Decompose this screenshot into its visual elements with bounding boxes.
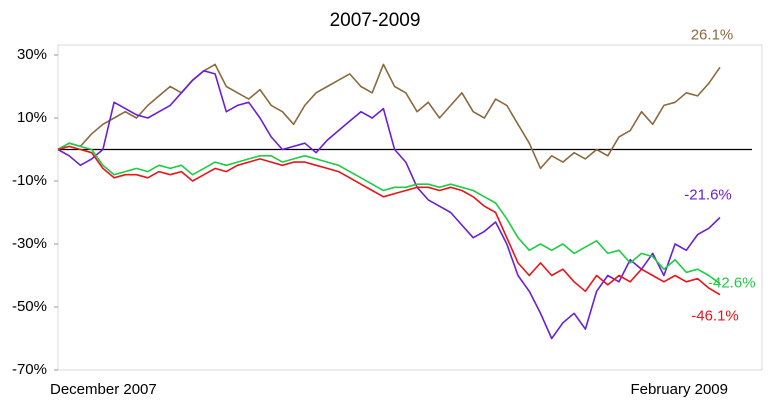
y-tick-label: -30% xyxy=(12,235,47,252)
value-label: 26.1% xyxy=(691,26,734,43)
chart-title: 2007-2009 xyxy=(330,10,421,31)
value-label: -46.1% xyxy=(691,308,739,325)
x-tick-label: February 2009 xyxy=(630,381,728,398)
y-tick-label: 30% xyxy=(17,46,47,63)
y-tick-label: -70% xyxy=(12,361,47,378)
series-line xyxy=(57,63,721,170)
series-line xyxy=(57,145,721,296)
y-tick-label: -10% xyxy=(12,172,47,189)
y-tick-label: 10% xyxy=(17,109,47,126)
value-label: -42.6% xyxy=(708,275,756,292)
plot-frame xyxy=(57,44,763,371)
series-line xyxy=(57,70,721,340)
series-line xyxy=(57,142,721,285)
x-tick-label: December 2007 xyxy=(50,381,157,398)
value-label: -21.6% xyxy=(684,187,732,204)
y-tick-label: -50% xyxy=(12,298,47,315)
